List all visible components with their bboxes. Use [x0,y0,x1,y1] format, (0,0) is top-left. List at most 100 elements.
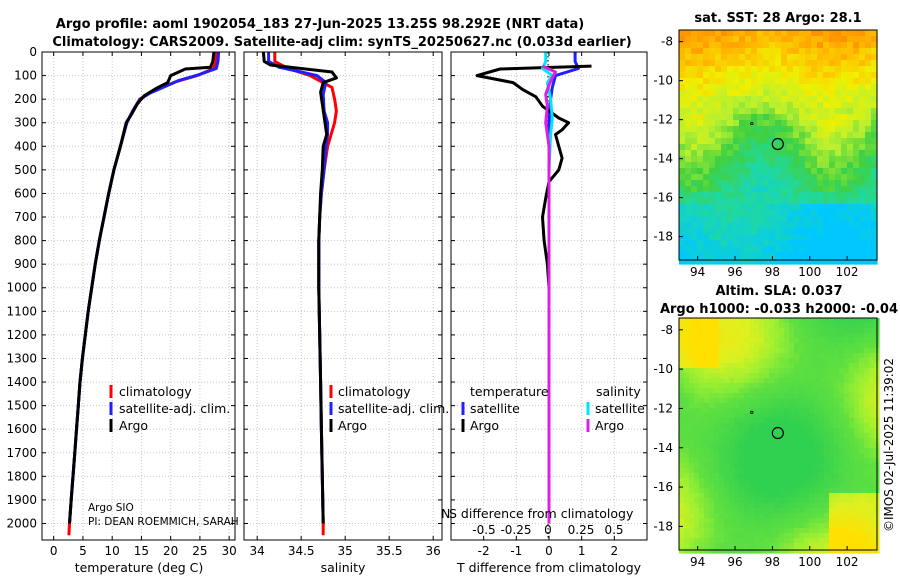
map-cell [817,234,824,241]
map-cell [704,448,710,454]
map-cell [814,523,820,529]
map-cell [794,323,800,329]
map-cell [719,413,725,419]
map-cell [814,478,820,484]
map-cell [859,463,865,469]
map-cell [814,368,820,374]
map-cell [805,102,812,109]
map-cell [679,438,685,444]
map-cell [809,348,815,354]
map-cell [864,318,870,324]
map-cell [724,343,730,349]
map-cell [739,36,746,43]
map-cell [809,333,815,339]
map-cell [869,523,875,529]
map-cell [779,413,785,419]
map-cell [805,150,812,157]
map-cell [829,363,835,369]
map-cell [714,543,720,549]
map-cell [727,192,734,199]
map-cell [734,353,740,359]
map-cell [814,318,820,324]
map-cell [859,548,865,554]
map-cell [733,108,740,115]
map-cell [859,36,866,43]
map-cell [871,234,878,241]
map-cell [733,144,740,151]
map-cell [724,338,730,344]
map-cell [769,48,776,55]
map-cell [759,473,765,479]
map-cell [739,358,745,364]
map-cell [834,468,840,474]
map-cell [829,538,835,544]
map-cell [719,538,725,544]
map-cell [839,438,845,444]
map-cell [829,180,836,187]
map-cell [814,438,820,444]
map-cell [763,36,770,43]
map-cell [714,478,720,484]
map-cell [694,423,700,429]
map-cell [739,198,746,205]
map-cell [824,493,830,499]
map-cell [703,258,710,265]
map-cell [835,84,842,91]
map-cell [691,54,698,61]
map-cell [824,323,830,329]
map-cell [829,156,836,163]
map-cell [799,48,806,55]
map-cell [759,378,765,384]
map-cell [844,408,850,414]
map-cell [814,388,820,394]
map-cell [754,498,760,504]
map-cell [853,90,860,97]
map-cell [734,458,740,464]
map-cell [829,132,836,139]
map-cell [685,78,692,85]
map-cell [841,114,848,121]
map-cell [704,403,710,409]
map-cell [769,114,776,121]
map-cell [727,144,734,151]
map-cell [715,198,722,205]
map-cell [733,156,740,163]
map-cell [749,498,755,504]
map-cell [764,503,770,509]
xtick-label: 5 [79,544,87,558]
map-cell [775,108,782,115]
map-cell [709,222,716,229]
map-cell [694,363,700,369]
map-cell [774,533,780,539]
map-cell [835,204,842,211]
map-cell [685,150,692,157]
map-cell [764,368,770,374]
map-cell [804,323,810,329]
map-cell [709,72,716,79]
map-cell [754,368,760,374]
map-cell [839,373,845,379]
ytick-label: 800 [14,234,37,248]
map-cell [739,513,745,519]
map-cell [694,518,700,524]
map-cell [829,453,835,459]
map-cell [789,363,795,369]
map-cell [775,90,782,97]
map-cell [864,463,870,469]
map-cell [787,90,794,97]
map-cell [721,186,728,193]
map-cell [757,246,764,253]
map-cell [719,383,725,389]
map-cell [689,353,695,359]
map-cell [847,186,854,193]
map-cell [784,373,790,379]
map-cell [744,433,750,439]
map-cell [809,453,815,459]
map-cell [849,358,855,364]
map-cell [734,503,740,509]
map-cell [769,228,776,235]
map-cell [734,358,740,364]
map-cell [679,363,685,369]
map-cell [714,443,720,449]
map-cell [829,96,836,103]
